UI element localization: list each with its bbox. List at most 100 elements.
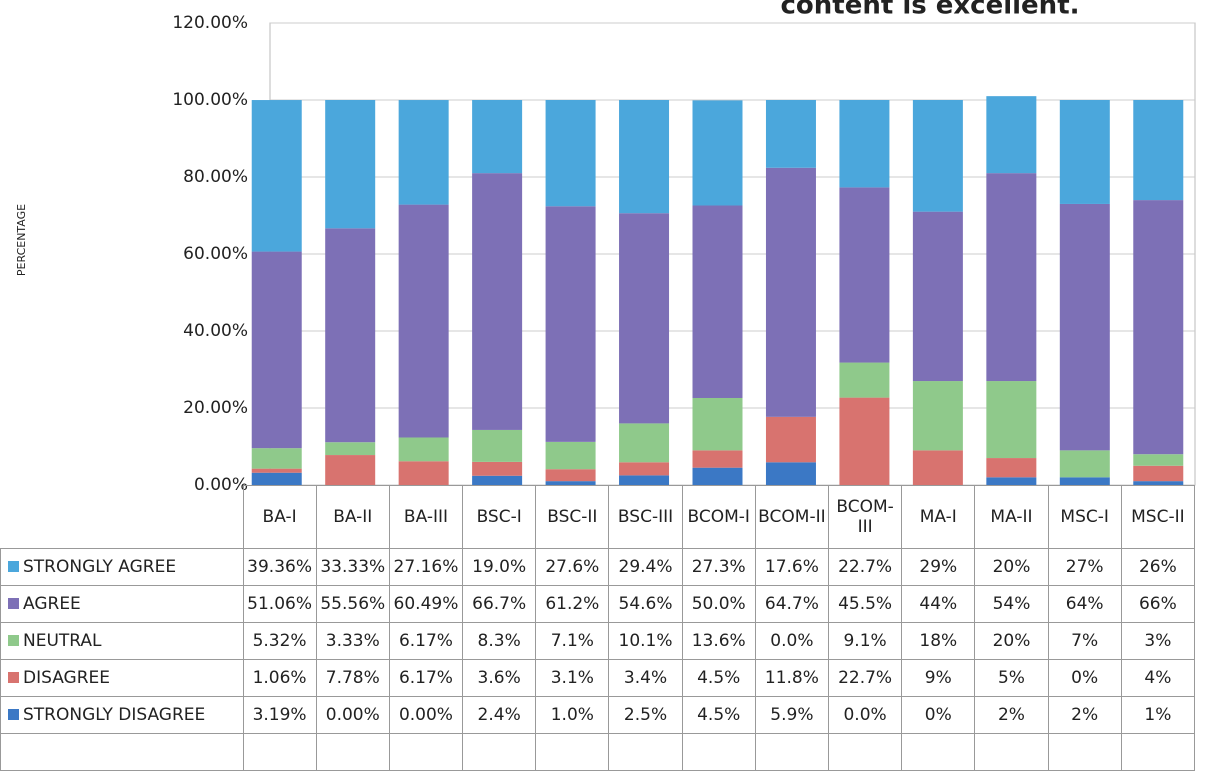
bar-segment	[765, 100, 816, 168]
empty-row	[0, 733, 1196, 771]
empty-cell	[974, 733, 1049, 771]
bar-segment	[1133, 465, 1184, 482]
legend-label: STRONGLY DISAGREE	[23, 705, 206, 725]
value-label: 3%	[1120, 622, 1196, 660]
bar-segment	[619, 475, 670, 485]
value-label: 29%	[901, 548, 976, 586]
value-label: 6.17%	[388, 622, 464, 660]
value-label: 3.4%	[608, 659, 683, 697]
value-label: 45.5%	[827, 585, 903, 623]
bar-segment	[692, 205, 743, 398]
bar-segment	[986, 381, 1037, 459]
category-label: MSC-I	[1047, 485, 1122, 549]
category-label: MSC-II	[1120, 485, 1196, 549]
category-label: BSC-II	[535, 485, 610, 549]
value-label: 19.0%	[462, 548, 537, 586]
value-label: 1%	[1120, 696, 1196, 734]
bar-segment	[619, 462, 670, 476]
value-label: 33.33%	[315, 548, 390, 586]
category-label: BCOM-III	[827, 485, 903, 549]
value-label: 2%	[1047, 696, 1122, 734]
legend-key	[8, 598, 19, 609]
category-label: BA-II	[315, 485, 390, 549]
bar-segment	[251, 448, 302, 469]
bar-segment	[472, 461, 523, 476]
bar-segment	[1059, 477, 1110, 485]
bar-segment	[839, 100, 890, 188]
empty-cell	[827, 733, 903, 771]
value-label: 11.8%	[754, 659, 830, 697]
series-row: STRONGLY AGREE 39.36% 33.33% 27.16% 19.0% 27.…	[0, 548, 1196, 586]
bar-segment	[692, 450, 743, 468]
bar-segment	[545, 469, 596, 482]
bar-segment	[251, 468, 302, 473]
value-label: 64.7%	[754, 585, 830, 623]
value-label: 0.0%	[754, 622, 830, 660]
bar-segment	[398, 461, 449, 485]
y-axis-label: PERCENTAGE	[15, 204, 28, 276]
value-label: 17.6%	[754, 548, 830, 586]
value-label: 29.4%	[608, 548, 683, 586]
value-label: 3.6%	[462, 659, 537, 697]
value-label: 44%	[901, 585, 976, 623]
value-label: 9%	[901, 659, 976, 697]
bar-segment	[398, 100, 449, 205]
value-label: 3.19%	[242, 696, 317, 734]
value-label: 1.06%	[242, 659, 317, 697]
value-label: 13.6%	[681, 622, 756, 660]
value-label: 27%	[1047, 548, 1122, 586]
bar-segment	[1059, 203, 1110, 451]
bar-segment	[545, 441, 596, 470]
bar-segment	[545, 206, 596, 442]
value-label: 6.17%	[388, 659, 464, 697]
empty-cell	[608, 733, 683, 771]
bar-segment	[986, 477, 1037, 485]
value-label: 5%	[974, 659, 1049, 697]
legend-label: NEUTRAL	[23, 631, 102, 651]
bar-segment	[545, 481, 596, 485]
bar-segment	[619, 213, 670, 424]
value-label: 18%	[901, 622, 976, 660]
y-tick-label: 120.00%	[172, 13, 248, 33]
empty-cell	[681, 733, 756, 771]
empty-cell	[901, 733, 976, 771]
bar-segment	[398, 204, 449, 438]
value-label: 61.2%	[535, 585, 610, 623]
bar-segment	[839, 397, 890, 485]
bar-segment	[1133, 481, 1184, 485]
value-label: 3.33%	[315, 622, 390, 660]
category-label: BA-I	[242, 485, 317, 549]
legend-key	[8, 672, 19, 683]
series-row: NEUTRAL 5.32% 3.33% 6.17% 8.3% 7.1% 10.1% 13.6%…	[0, 622, 1196, 660]
value-label: 0%	[901, 696, 976, 734]
value-label: 60.49%	[388, 585, 464, 623]
bar-segment	[619, 423, 670, 463]
corner-cell	[1, 486, 244, 549]
legend-cell: AGREE	[0, 585, 244, 623]
legend-key	[8, 635, 19, 646]
value-label: 8.3%	[462, 622, 537, 660]
bar-segment	[1133, 200, 1184, 455]
value-label: 2%	[974, 696, 1049, 734]
y-tick-label: 60.00%	[183, 244, 248, 264]
value-label: 5.32%	[242, 622, 317, 660]
empty-cell	[1120, 733, 1196, 771]
category-label: BSC-III	[608, 485, 683, 549]
bar-segment	[986, 96, 1037, 174]
bar-segment	[986, 173, 1037, 382]
bar-segment	[986, 458, 1037, 478]
bar-segment	[692, 397, 743, 451]
data-table: BA-I BA-II BA-III BSC-I BSC-II BSC-III BCOM-I B…	[0, 485, 1196, 771]
bar-segment	[839, 187, 890, 363]
bar-segment	[325, 100, 376, 229]
series-row: AGREE 51.06% 55.56% 60.49% 66.7% 61.2% 54.6% 50…	[0, 585, 1196, 623]
value-label: 2.4%	[462, 696, 537, 734]
bar-segment	[839, 362, 890, 398]
y-tick-label: 0.00%	[194, 475, 248, 495]
chart-title: content is excellent.	[781, 0, 1080, 21]
bar-segment	[251, 251, 302, 449]
value-label: 7%	[1047, 622, 1122, 660]
bar-segment	[912, 450, 963, 485]
value-label: 10.1%	[608, 622, 683, 660]
